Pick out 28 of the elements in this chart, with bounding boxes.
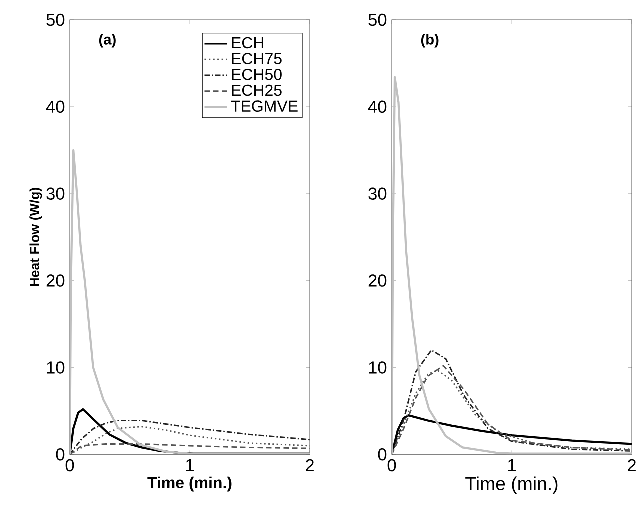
y-tick-label: 0 [56, 448, 65, 461]
y-tick-label: 40 [368, 100, 387, 114]
y-axis-title: Heat Flow (W/g) [30, 188, 42, 286]
y-tick-label: 50 [46, 14, 65, 26]
y-tick-label: 40 [46, 100, 65, 114]
y-tick-label: 30 [46, 188, 65, 200]
legend-label: ECH50 [232, 68, 282, 80]
x-tick-label: 1 [186, 459, 194, 472]
x-axis-title: Time (min.) [466, 476, 558, 494]
text: (b) [421, 34, 439, 48]
legend-label: ECH75 [232, 53, 282, 64]
legend-label: ECH [232, 37, 264, 49]
y-tick-label: 20 [368, 274, 387, 287]
text: (a) [99, 34, 116, 48]
legend-label: ECH25 [232, 84, 282, 96]
y-tick-label: 20 [46, 274, 65, 287]
x-tick-label: 1 [508, 459, 516, 472]
y-tick-label: 0 [378, 448, 387, 461]
x-tick-label: 2 [628, 459, 636, 472]
y-tick-label: 10 [369, 362, 387, 374]
y-tick-label: 30 [368, 188, 387, 200]
legend-label: TEGMVE [231, 100, 298, 112]
x-tick-label: 0 [388, 459, 396, 472]
x-tick-label: 2 [306, 459, 314, 472]
y-tick-label: 10 [47, 362, 65, 374]
x-axis-title: Time (min.) [148, 476, 232, 492]
y-tick-label: 50 [368, 14, 387, 26]
x-tick-label: 0 [66, 459, 74, 472]
